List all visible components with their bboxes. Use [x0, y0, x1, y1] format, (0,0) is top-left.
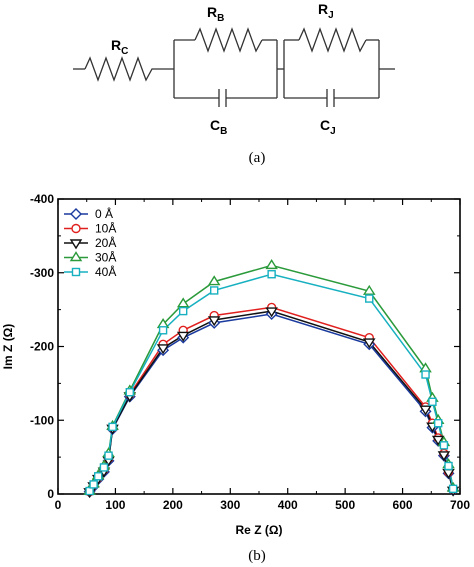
legend-marker-3: [69, 251, 83, 262]
caption-a: (a): [249, 150, 266, 166]
data-point-series-4: [93, 472, 103, 481]
x-tick-label: 100: [105, 498, 125, 512]
y-tick-label: -200: [30, 340, 54, 354]
legend-label-3: 30Å: [95, 250, 116, 265]
x-axis-label: Re Z (Ω): [236, 523, 283, 537]
data-point-series-4: [448, 484, 458, 494]
x-tick-label: 300: [220, 498, 240, 512]
data-point-series-4: [267, 270, 276, 279]
resistor-rc: [84, 56, 174, 82]
data-point-series-2: [265, 307, 278, 318]
label-cb: CB: [210, 117, 227, 137]
series-line-1: [88, 306, 454, 493]
caption-b: (b): [248, 548, 266, 564]
data-point-series-4: [439, 441, 449, 450]
data-point-series-4: [89, 480, 98, 489]
x-tick-label: 0: [55, 498, 62, 512]
data-point-series-4: [444, 461, 453, 471]
resistor-rj: [298, 27, 367, 53]
label-rj: RJ: [318, 1, 334, 21]
legend-marker-1: [71, 223, 81, 234]
y-tick-label: 0: [47, 487, 54, 501]
label-rb: RB: [207, 4, 224, 24]
y-tick-label: -300: [30, 266, 54, 280]
label-cj: CJ: [320, 117, 336, 137]
x-tick-label: 200: [163, 498, 183, 512]
data-point-series-4: [178, 306, 188, 316]
x-tick-label: 600: [393, 498, 413, 512]
series-line-0: [88, 313, 454, 493]
y-tick-label: -100: [30, 413, 54, 427]
legend-label-1: 10Å: [95, 221, 116, 236]
data-point-series-2: [156, 344, 170, 355]
x-tick-label: 700: [450, 498, 470, 512]
data-point-series-4: [428, 397, 437, 407]
x-tick-label: 400: [278, 498, 298, 512]
data-point-series-2: [419, 405, 432, 416]
plot-frame: [57, 198, 461, 495]
legend-label-2: 20Å: [95, 235, 116, 250]
data-point-series-4: [108, 422, 117, 432]
data-point-series-4: [99, 463, 109, 472]
legend-marker-2: [69, 239, 83, 250]
data-point-series-3: [176, 297, 190, 308]
legend-label-0: 0 Å: [95, 206, 113, 221]
data-point-series-4: [104, 451, 113, 460]
data-point-series-4: [365, 294, 374, 303]
data-point-series-2: [362, 338, 376, 349]
data-point-series-3: [265, 259, 278, 270]
data-point-series-2: [437, 451, 451, 462]
data-point-series-4: [158, 326, 168, 335]
data-point-series-3: [362, 284, 376, 295]
data-point-series-2: [431, 435, 445, 446]
legend-label-4: 40Å: [95, 264, 116, 279]
data-point-series-4: [125, 388, 134, 397]
y-tick-label: -400: [30, 192, 54, 206]
data-point-series-4: [433, 419, 443, 428]
equivalent-circuit: [73, 27, 395, 107]
legend-marker-4: [71, 267, 81, 277]
nyquist-chart: 0 100 200 300 400 500 600 700 0 -100 -200 -300 -400 R…: [1, 192, 470, 537]
x-tick-label: 500: [335, 498, 355, 512]
data-point-series-4: [421, 370, 430, 379]
resistor-rb: [194, 27, 263, 53]
label-rc: RC: [111, 37, 128, 57]
data-point-series-2: [176, 331, 190, 342]
legend-marker-0: [70, 208, 82, 220]
y-axis-label: Im Z (Ω): [1, 324, 15, 370]
data-point-series-4: [210, 286, 219, 295]
data-point-series-3: [207, 275, 221, 286]
data-point-series-2: [207, 316, 221, 327]
